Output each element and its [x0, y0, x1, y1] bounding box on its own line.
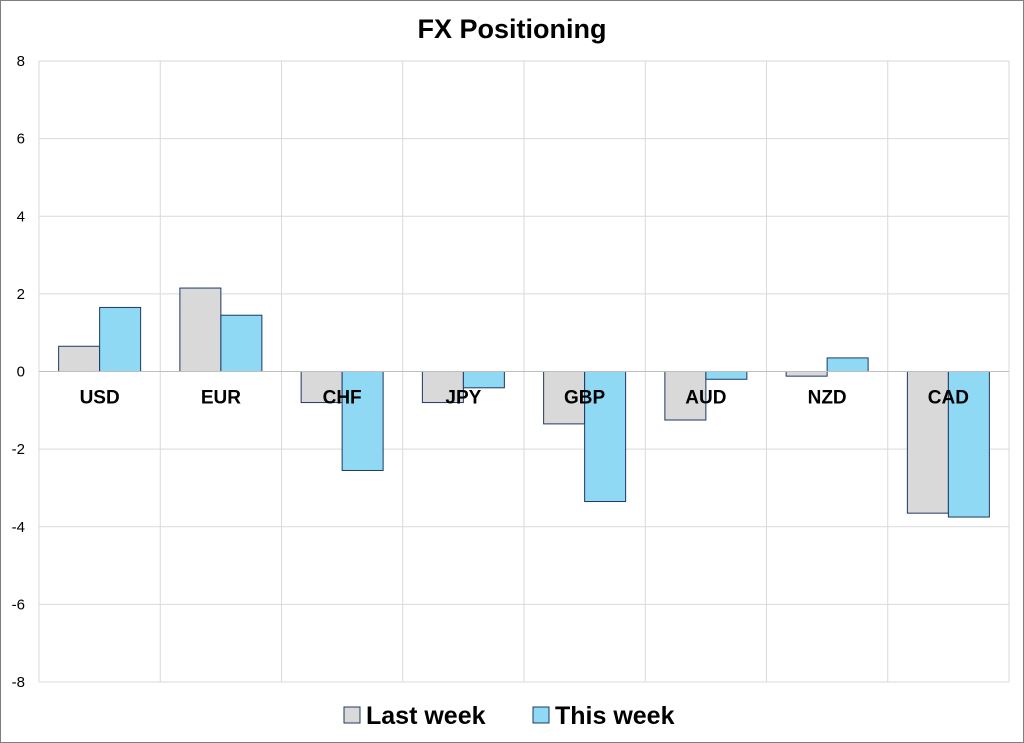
bar-last-week-cad: [906, 371, 949, 514]
category-label-chf: CHF: [323, 388, 362, 409]
y-tick-label: -2: [12, 441, 25, 458]
category-labels: USD EUR CHF JPY GBP AUD NZD CAD: [80, 388, 969, 409]
bar-last-week-aud: [664, 371, 707, 421]
y-tick-label: 0: [17, 364, 25, 381]
y-tick-label: 4: [17, 208, 25, 225]
bar-last-week-usd: [58, 345, 101, 373]
legend-label-last-week: Last week: [366, 702, 486, 730]
category-label-jpy: JPY: [445, 388, 481, 409]
category-label-gbp: GBP: [564, 388, 606, 409]
legend: Last week This week: [343, 702, 675, 730]
legend-swatch-this-week: [532, 706, 550, 724]
y-axis-tick-labels: 8 6 4 2 0 -2 -4 -6 -8: [12, 53, 25, 691]
y-tick-label: 8: [17, 53, 25, 70]
y-tick-label: -8: [12, 674, 25, 691]
legend-swatch-last-week: [343, 706, 361, 724]
bar-last-week-eur: [179, 287, 222, 373]
y-tick-label: -6: [12, 596, 25, 613]
category-label-eur: EUR: [201, 388, 241, 409]
bar-this-week-aud: [705, 371, 748, 380]
legend-label-this-week: This week: [555, 702, 675, 730]
bar-this-week-eur: [220, 314, 263, 372]
bars: [58, 287, 990, 518]
y-tick-label: 6: [17, 131, 25, 148]
chart-title: FX Positioning: [418, 14, 607, 44]
category-label-aud: AUD: [685, 388, 726, 409]
bar-this-week-jpy: [462, 371, 505, 389]
bar-last-week-nzd: [785, 371, 828, 377]
category-label-cad: CAD: [928, 388, 969, 409]
y-tick-label: -4: [12, 519, 25, 536]
bar-this-week-usd: [99, 306, 142, 373]
bar-this-week-chf: [341, 371, 384, 471]
y-tick-label: 2: [17, 286, 25, 303]
category-label-nzd: NZD: [808, 388, 847, 409]
bar-this-week-nzd: [826, 357, 869, 372]
bar-this-week-cad: [947, 371, 990, 518]
category-label-usd: USD: [80, 388, 120, 409]
bar-this-week-gbp: [584, 371, 627, 503]
